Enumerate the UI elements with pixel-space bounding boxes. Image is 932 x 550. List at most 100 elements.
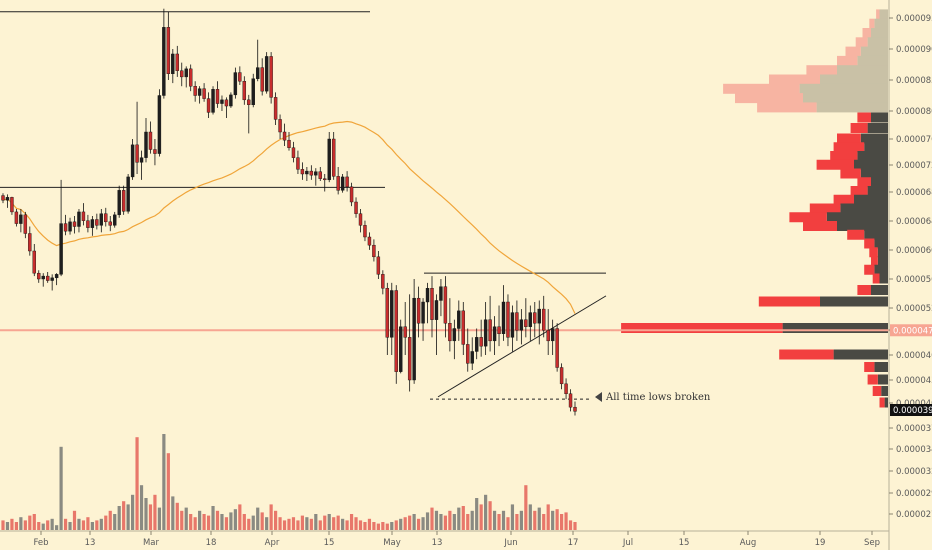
volume-bar bbox=[224, 517, 229, 530]
candle-body bbox=[113, 214, 117, 226]
price-axis[interactable]: 0.0000950 0.0000900 0.0000850 0.0000800 0.00… bbox=[888, 0, 932, 550]
profile-up-bar bbox=[837, 221, 888, 231]
price-tick-label: 0.0000345 bbox=[896, 445, 932, 455]
volume-bar bbox=[381, 522, 385, 530]
time-tick-label: 19 bbox=[815, 538, 826, 548]
volume-bar bbox=[439, 514, 443, 530]
profile-up-bar bbox=[881, 386, 888, 396]
annotation-arrow-icon bbox=[595, 392, 602, 402]
candle-body bbox=[501, 301, 506, 334]
candle-body bbox=[233, 72, 238, 96]
price-tick-label: 0.0000520 bbox=[896, 304, 932, 314]
candle-body bbox=[376, 256, 381, 275]
volume-bar bbox=[144, 498, 148, 530]
volume-bar bbox=[28, 515, 32, 530]
candle-body bbox=[452, 328, 457, 342]
volume-bar bbox=[336, 515, 340, 530]
volume-bar bbox=[77, 518, 81, 530]
volume-bar bbox=[220, 514, 224, 530]
candle-body bbox=[483, 319, 488, 347]
time-axis[interactable]: Feb 13 Mar 18 Apr 15 May 13 Jun 17 Jul 15 Aug 19 Sep bbox=[0, 530, 889, 548]
candle-body bbox=[256, 67, 260, 79]
candle-body bbox=[555, 328, 559, 368]
volume-bar bbox=[394, 520, 398, 530]
profile-down-bar bbox=[769, 74, 820, 85]
price-tick-label: 0.0000720 bbox=[896, 161, 932, 171]
volume-bar bbox=[305, 517, 309, 530]
triangle-rising-line bbox=[437, 295, 607, 398]
profile-up-bar bbox=[877, 374, 888, 385]
volume-bar bbox=[349, 514, 354, 530]
volume-bar bbox=[430, 507, 434, 530]
candle-body bbox=[81, 211, 86, 221]
volume-bar bbox=[50, 518, 54, 530]
profile-up-bar bbox=[877, 247, 888, 258]
candle-body bbox=[461, 310, 465, 345]
candle-body bbox=[1, 195, 5, 201]
horizontal-price-tag-label: 0.0000474 bbox=[893, 326, 932, 336]
profile-up-bar bbox=[826, 212, 888, 223]
volume-bar bbox=[37, 522, 41, 530]
time-tick-label: 15 bbox=[679, 538, 690, 548]
volume-bar bbox=[479, 504, 483, 530]
candle-body bbox=[309, 170, 314, 176]
candle-body bbox=[188, 68, 193, 87]
candle-body bbox=[144, 131, 148, 158]
profile-up-bar bbox=[816, 102, 888, 113]
candle-body bbox=[45, 275, 50, 281]
horizontal-price-tag bbox=[890, 324, 932, 337]
volume-bar bbox=[555, 509, 559, 530]
candle-body bbox=[135, 144, 139, 163]
candle-body bbox=[457, 310, 461, 329]
volume-bar bbox=[568, 520, 573, 530]
volume-bar bbox=[139, 485, 144, 530]
candle-body bbox=[126, 176, 130, 212]
volume-bar bbox=[189, 514, 193, 530]
candle-body bbox=[130, 144, 135, 178]
volume-bar bbox=[157, 507, 162, 530]
candle-body bbox=[14, 211, 19, 224]
price-tick-label: 0.0000560 bbox=[896, 275, 932, 285]
volume-bar bbox=[327, 514, 331, 530]
candle-body bbox=[157, 95, 162, 154]
price-tick-label: 0.0000950 bbox=[896, 14, 932, 24]
profile-down-bar bbox=[816, 159, 854, 170]
volume-bar bbox=[390, 522, 394, 530]
candle-body bbox=[291, 147, 296, 158]
candle-body bbox=[497, 326, 501, 335]
volume-bar bbox=[510, 504, 515, 530]
volume-bar bbox=[5, 522, 10, 530]
candle-body bbox=[278, 119, 282, 133]
profile-down-bar bbox=[864, 264, 875, 275]
profile-up-bar bbox=[860, 46, 888, 57]
profile-down-bar bbox=[862, 28, 871, 38]
candle-body bbox=[68, 221, 72, 232]
candle-body bbox=[381, 274, 385, 289]
candle-body bbox=[474, 337, 479, 352]
volume-bar bbox=[198, 510, 202, 530]
candle-body bbox=[202, 88, 206, 99]
profile-down-bar bbox=[757, 102, 817, 113]
profile-up-bar bbox=[874, 264, 888, 275]
profile-down-bar bbox=[850, 186, 868, 196]
candle-body bbox=[358, 213, 363, 226]
candle-body bbox=[528, 312, 533, 327]
volume-bar bbox=[385, 523, 389, 530]
profile-down-bar bbox=[857, 285, 871, 295]
volume-bar bbox=[501, 510, 506, 530]
volume-bar bbox=[251, 515, 255, 530]
candle-body bbox=[197, 88, 202, 96]
profile-up-bar bbox=[874, 18, 888, 29]
volume-bar bbox=[206, 515, 211, 530]
volume-bar bbox=[358, 520, 363, 530]
volume-bar bbox=[269, 504, 273, 530]
volume-bar bbox=[533, 510, 537, 530]
candle-body bbox=[421, 301, 425, 324]
candle-body bbox=[542, 308, 546, 331]
volume-bar bbox=[108, 510, 112, 530]
volume-bar bbox=[126, 504, 130, 530]
time-tick-label: 13 bbox=[85, 538, 96, 548]
volume-bar bbox=[68, 522, 72, 530]
candle-body bbox=[434, 300, 439, 320]
candle-body bbox=[448, 323, 452, 342]
